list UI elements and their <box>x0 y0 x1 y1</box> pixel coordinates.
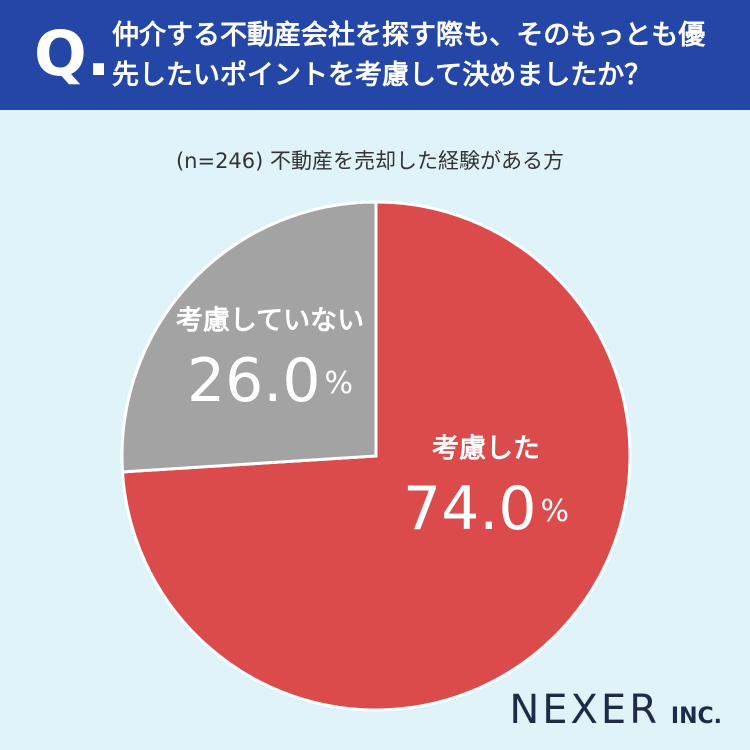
brand-suffix: INC. <box>671 704 722 729</box>
slice-category-label: 考慮していない <box>176 306 364 337</box>
chart-subtitle: (n=246) 不動産を売却した経験がある方 <box>176 149 564 173</box>
pie-slice <box>120 200 378 474</box>
header: Q. 仲介する不動産会社を探す際も、そのもっとも優先したいポイントを考慮して決め… <box>0 0 750 110</box>
slice-category-label: 考慮した <box>432 434 540 465</box>
question-marker: Q. <box>34 17 111 90</box>
slice-value-label: 26.0% <box>187 346 353 416</box>
slice-value-label: 74.0% <box>403 474 569 544</box>
value-number: 74.0 <box>403 474 537 544</box>
value-unit: % <box>541 494 570 529</box>
value-number: 26.0 <box>187 346 321 416</box>
brand: NEXER <box>509 687 660 733</box>
chart-title: 仲介する不動産会社を探す際も、そのもっとも優先したいポイントを考慮して決めました… <box>112 20 706 91</box>
value-unit: % <box>325 366 354 401</box>
